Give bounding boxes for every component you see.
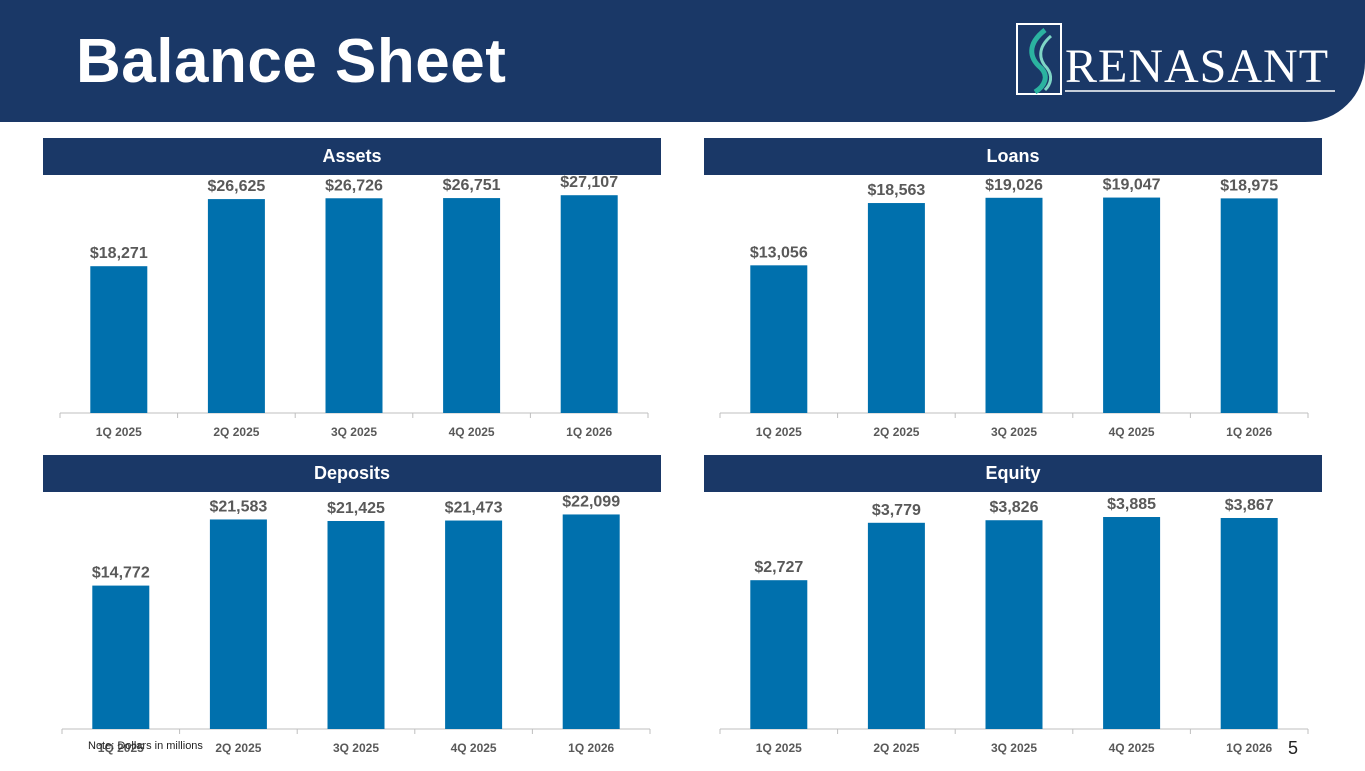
data-label: $22,099 — [562, 493, 620, 510]
data-label: $3,779 — [872, 502, 921, 519]
bar — [443, 198, 501, 413]
equity-chart: $2,727 1Q 2025 $3,779 2Q 2025 $3,826 3Q 2025 $… — [719, 496, 1340, 766]
page-title: Balance Sheet — [76, 27, 507, 96]
deposits-chart-header: Deposits — [43, 455, 661, 492]
category-label: 2Q 2025 — [215, 741, 261, 755]
category-label: 4Q 2025 — [451, 741, 497, 755]
category-label: 1Q 2025 — [98, 741, 144, 755]
assets-chart-header: Assets — [43, 138, 661, 175]
category-label: 3Q 2025 — [991, 741, 1037, 755]
data-label: $19,026 — [985, 177, 1043, 194]
category-label: 4Q 2025 — [1109, 741, 1155, 755]
category-label: 2Q 2025 — [873, 425, 919, 439]
category-label: 3Q 2025 — [331, 425, 377, 439]
data-label: $13,056 — [750, 244, 808, 261]
data-label: $26,751 — [443, 177, 501, 194]
bar — [867, 522, 925, 729]
data-label: $21,425 — [327, 500, 385, 517]
data-label: $21,583 — [209, 498, 267, 515]
category-label: 1Q 2025 — [756, 425, 802, 439]
data-label: $14,772 — [92, 565, 150, 582]
data-label: $3,826 — [990, 499, 1039, 516]
bar — [92, 585, 150, 729]
data-label: $19,047 — [1103, 177, 1161, 194]
bar — [445, 520, 503, 729]
footnote: Note: Dollars in millions — [88, 740, 203, 752]
header-banner: Balance Sheet RENASANT — [0, 0, 1365, 122]
data-label: $21,473 — [445, 500, 503, 517]
data-label: $27,107 — [560, 174, 618, 191]
data-label: $26,625 — [207, 178, 265, 195]
bar — [867, 203, 925, 413]
bar — [750, 580, 808, 729]
category-label: 1Q 2026 — [566, 425, 612, 439]
data-label: $18,271 — [90, 245, 148, 262]
equity-chart-header: Equity — [704, 455, 1322, 492]
chart-plot: $14,772 1Q 2025 $21,583 2Q 2025 $21,425 3Q 20… — [61, 493, 651, 755]
loans-chart: $13,056 1Q 2025 $18,563 2Q 2025 $19,026 3Q 20… — [719, 177, 1340, 450]
data-label: $3,885 — [1107, 496, 1156, 513]
bar — [560, 195, 618, 413]
category-label: 2Q 2025 — [873, 741, 919, 755]
category-label: 1Q 2026 — [1226, 741, 1272, 755]
category-label: 3Q 2025 — [333, 741, 379, 755]
data-label: $3,867 — [1225, 497, 1274, 514]
data-label: $18,563 — [867, 182, 925, 199]
bar — [1103, 197, 1161, 413]
bar — [1220, 198, 1278, 413]
data-label: $18,975 — [1220, 177, 1278, 194]
category-label: 1Q 2026 — [1226, 425, 1272, 439]
data-label: $2,727 — [754, 559, 803, 576]
logo-wordmark: RENASANT — [1065, 40, 1329, 93]
chart-plot: $13,056 1Q 2025 $18,563 2Q 2025 $19,026 3Q 20… — [719, 177, 1309, 439]
category-label: 1Q 2026 — [568, 741, 614, 755]
bar — [209, 519, 267, 729]
category-label: 2Q 2025 — [213, 425, 259, 439]
loans-chart-header: Loans — [704, 138, 1322, 175]
bar — [750, 265, 808, 413]
bar — [207, 199, 265, 413]
bar — [1103, 517, 1161, 729]
data-label: $26,726 — [325, 177, 383, 194]
bar — [985, 520, 1043, 729]
bar — [325, 198, 383, 413]
bar — [1220, 517, 1278, 729]
assets-chart: $18,271 1Q 2025 $26,625 2Q 2025 $26,726 3Q 20… — [59, 174, 680, 450]
renasant-logo: RENASANT — [1015, 22, 1339, 103]
deposits-chart: $14,772 1Q 2025 $21,583 2Q 2025 $21,425 3Q 20… — [61, 493, 682, 766]
category-label: 3Q 2025 — [991, 425, 1037, 439]
category-label: 4Q 2025 — [449, 425, 495, 439]
bar — [985, 197, 1043, 413]
bar — [90, 266, 148, 413]
category-label: 1Q 2025 — [756, 741, 802, 755]
chart-plot: $18,271 1Q 2025 $26,625 2Q 2025 $26,726 3Q 20… — [59, 174, 649, 439]
chart-plot: $2,727 1Q 2025 $3,779 2Q 2025 $3,826 3Q 2025 $… — [719, 496, 1309, 755]
bar — [562, 514, 620, 729]
category-label: 1Q 2025 — [96, 425, 142, 439]
bar — [327, 520, 385, 729]
page-number: 5 — [1288, 738, 1299, 758]
category-label: 4Q 2025 — [1109, 425, 1155, 439]
